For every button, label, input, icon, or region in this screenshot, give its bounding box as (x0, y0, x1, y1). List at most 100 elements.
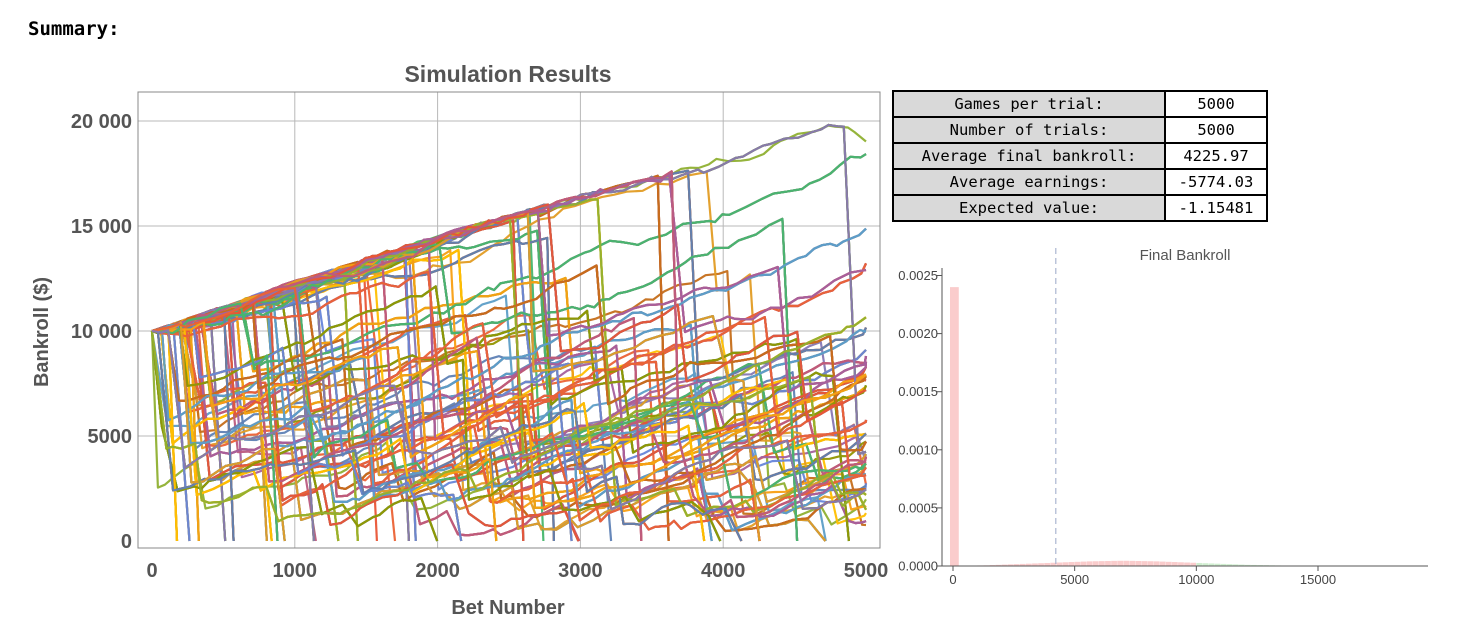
summary-label: Number of trials: (892, 116, 1166, 144)
trial-line (151, 321, 463, 542)
hist-y-tick-label: 0.0015 (898, 384, 938, 399)
summary-row: Number of trials: 5000 (892, 116, 1268, 144)
histogram-bar (1214, 563, 1221, 566)
histogram-bar (1147, 561, 1154, 566)
histogram-ticks: 0 5000 10000 15000 0.0000 0.0005 0.0010 0.0015 0… (898, 268, 1336, 587)
summary-label: Expected value: (892, 194, 1166, 222)
trial-line (151, 321, 286, 542)
simulation-chart-xlabel: Bet Number (451, 597, 565, 619)
histogram-bar (1153, 561, 1160, 566)
trial-line (150, 330, 439, 542)
histogram-bar (1038, 563, 1044, 566)
trial-line (151, 227, 867, 445)
histogram-bar (1026, 563, 1032, 566)
x-tick-label: 4000 (701, 560, 746, 582)
histogram-bar (1184, 562, 1190, 566)
simulation-chart: Simulation Results 0 1000 2000 3000 4000 5000… (31, 61, 888, 619)
x-tick-label: 1000 (273, 560, 318, 582)
x-tick-label: 2000 (415, 560, 460, 582)
trial-line (151, 203, 867, 423)
histogram-bar (1092, 561, 1099, 566)
histogram-bar (1080, 561, 1087, 566)
y-tick-label: 5000 (88, 426, 133, 448)
hist-y-tick-label: 0.0000 (898, 559, 938, 574)
y-tick-label: 15 000 (71, 216, 132, 238)
trial-line (151, 308, 580, 542)
summary-label: Games per trial: (892, 90, 1166, 118)
histogram-bar (1068, 562, 1075, 566)
summary-label: Average final bankroll: (892, 142, 1166, 170)
histogram-bar (1050, 562, 1057, 566)
histogram-bar (1202, 563, 1209, 566)
histogram-bar (1111, 560, 1117, 566)
histogram-bar (1172, 562, 1178, 566)
x-tick-label: 5000 (844, 560, 889, 582)
trial-line (151, 296, 867, 532)
histogram-bar (1123, 560, 1130, 566)
trial-line (151, 329, 743, 542)
histogram-bar (1117, 560, 1124, 566)
histogram-bar (950, 287, 959, 566)
y-tick-label: 0 (121, 531, 132, 553)
trial-line (151, 302, 279, 542)
trial-line (151, 322, 867, 531)
histogram-bar (1019, 563, 1026, 566)
histogram-bar (1165, 561, 1172, 566)
trial-line (151, 294, 867, 476)
hist-y-tick-label: 0.0025 (898, 268, 938, 283)
histogram-bar (1220, 563, 1227, 566)
summary-row: Average earnings: -5774.03 (892, 168, 1268, 196)
y-tick-label: 10 000 (71, 321, 132, 343)
hist-x-tick-label: 15000 (1300, 572, 1336, 587)
histogram-bar (1245, 564, 1251, 566)
simulation-chart-ticks: 0 1000 2000 3000 4000 5000 0 5000 10 000 15 000 20… (71, 111, 888, 582)
histogram-bar (1001, 564, 1008, 566)
histogram-bar (1044, 562, 1051, 566)
summary-row: Expected value: -1.15481 (892, 194, 1268, 222)
histogram-bar (1099, 561, 1105, 566)
summary-table: Games per trial: 5000 Number of trials: … (892, 90, 1268, 222)
trial-line (151, 264, 867, 452)
histogram-bar (1032, 563, 1038, 566)
hist-y-tick-label: 0.0020 (898, 326, 938, 341)
simulation-chart-series (150, 123, 868, 542)
trial-line (151, 316, 581, 542)
summary-value: 5000 (1164, 90, 1268, 118)
summary-row: Games per trial: 5000 (892, 90, 1268, 118)
histogram-bar (1141, 561, 1148, 566)
summary-label: Average earnings: (892, 168, 1166, 196)
histogram-bar (1178, 562, 1184, 566)
histogram-bar (995, 564, 1002, 566)
histogram-chart: Final Bankroll 0 5000 10000 15000 0.0000 0.00… (898, 247, 1428, 587)
trial-line (151, 325, 867, 525)
histogram-title: Final Bankroll (1140, 247, 1231, 264)
histogram-bar (1129, 560, 1136, 566)
histogram-bar (1056, 562, 1063, 566)
histogram-bar (1074, 561, 1081, 566)
histogram-bars (950, 287, 1385, 567)
x-tick-label: 3000 (558, 560, 603, 582)
trial-line (151, 320, 867, 509)
summary-value: -5774.03 (1164, 168, 1268, 196)
histogram-bar (1196, 562, 1203, 566)
histogram-bar (1251, 564, 1257, 566)
simulation-chart-frame (137, 91, 881, 549)
histogram-bar (1086, 561, 1093, 566)
histogram-bar (1007, 564, 1014, 566)
summary-row: Average final bankroll: 4225.97 (892, 142, 1268, 170)
x-tick-label: 0 (146, 560, 157, 582)
summary-value: 4225.97 (1164, 142, 1268, 170)
histogram-bar (1062, 562, 1069, 566)
histogram-bar (1232, 564, 1239, 566)
histogram-bar (1013, 564, 1020, 566)
simulation-chart-ylabel: Bankroll ($) (31, 277, 53, 387)
summary-value: -1.15481 (1164, 194, 1268, 222)
summary-value: 5000 (1164, 116, 1268, 144)
hist-y-tick-label: 0.0005 (898, 500, 938, 515)
histogram-bar (1190, 562, 1197, 566)
histogram-bar (1135, 561, 1142, 566)
summary-heading: Summary: (28, 18, 120, 40)
simulation-chart-title: Simulation Results (404, 61, 611, 87)
histogram-bar (1238, 564, 1245, 566)
histogram-bar (1226, 564, 1233, 566)
